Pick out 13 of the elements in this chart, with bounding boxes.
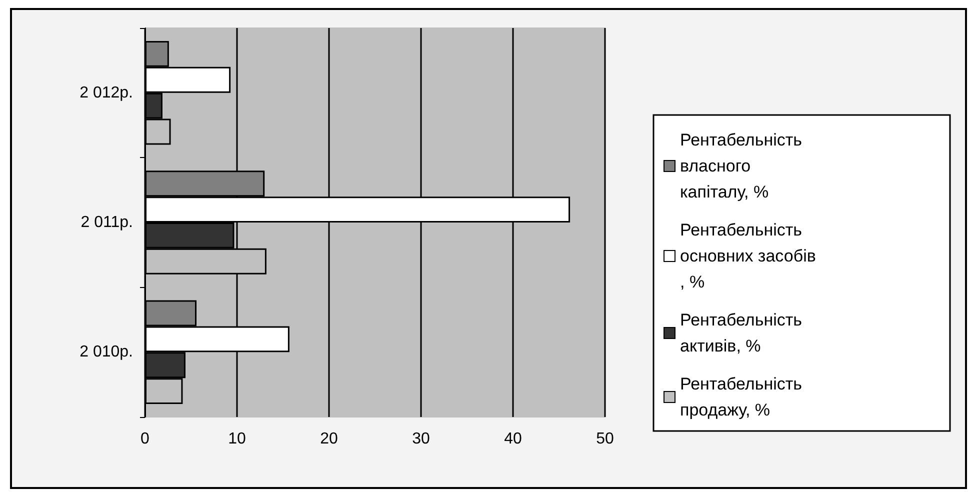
x-tick-label: 20 bbox=[320, 430, 338, 448]
x-tick-label: 30 bbox=[412, 430, 430, 448]
x-tick-label: 50 bbox=[596, 430, 614, 448]
x-tick-label: 40 bbox=[504, 430, 522, 448]
legend-label: Рентабельність власного капіталу, % bbox=[680, 130, 807, 202]
y-tick-label: 2 012р. bbox=[80, 84, 133, 102]
x-tick-label: 10 bbox=[228, 430, 246, 448]
y-tick-label: 2 010р. bbox=[80, 344, 133, 361]
legend-label: Рентабельність активів, % bbox=[680, 310, 812, 356]
legend-label: Рентабельність продажу, % bbox=[680, 374, 807, 420]
legend-label: Рентабельність основних засобів, % bbox=[680, 220, 816, 292]
x-tick-label: 0 bbox=[140, 430, 150, 448]
y-tick-label: 2 011р. bbox=[80, 214, 133, 231]
